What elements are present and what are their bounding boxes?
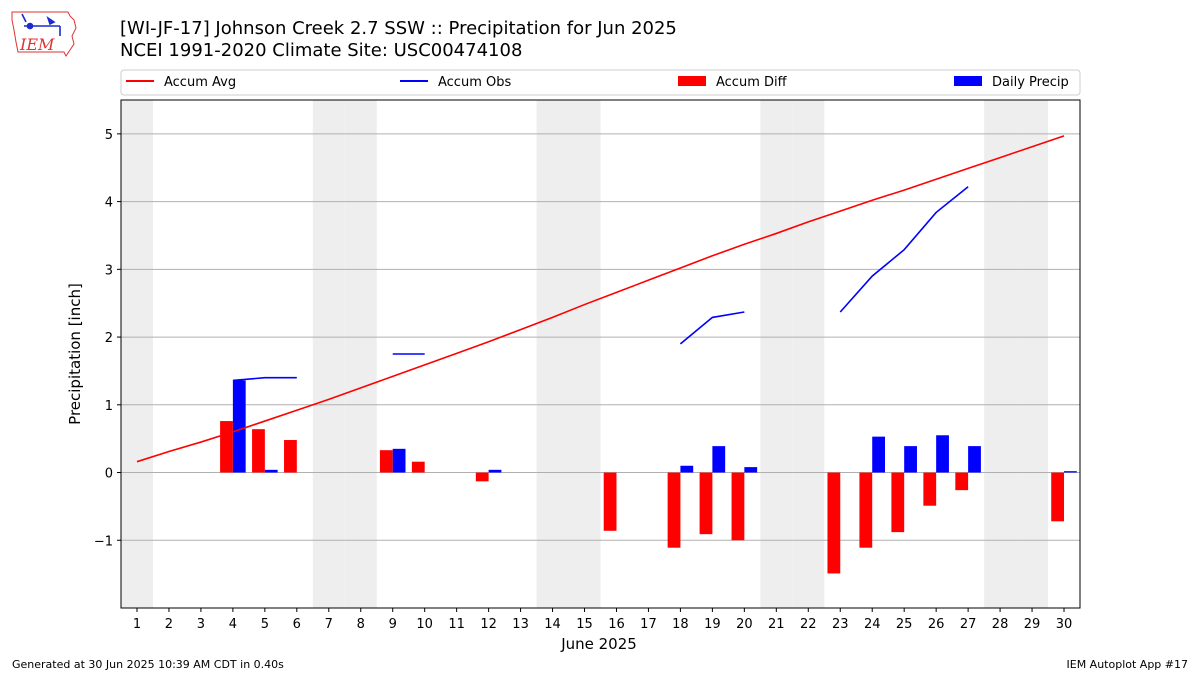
legend-accum-diff-swatch xyxy=(678,76,706,86)
daily-precip-bar xyxy=(968,446,981,473)
logo-text: IEM xyxy=(19,35,55,54)
legend-daily-precip-swatch xyxy=(954,76,982,86)
y-tick-label: 4 xyxy=(105,196,113,211)
x-tick-label: 30 xyxy=(1056,617,1073,632)
x-tick-label: 26 xyxy=(928,617,945,632)
x-tick-label: 9 xyxy=(389,617,397,632)
legend-accum-avg-label: Accum Avg xyxy=(164,75,236,90)
x-tick-label: 17 xyxy=(640,617,657,632)
plot-frame xyxy=(120,99,1081,609)
y-tick-label: 0 xyxy=(105,467,113,482)
daily-precip-bar xyxy=(232,380,246,473)
x-tick-label: 7 xyxy=(325,617,333,632)
iem-logo: IEM xyxy=(11,11,77,57)
weekend-shade xyxy=(312,100,345,608)
x-tick-label: 3 xyxy=(197,617,205,632)
x-tick-label: 15 xyxy=(576,617,593,632)
daily-precip-bar xyxy=(744,467,758,473)
x-tick-label: 6 xyxy=(293,617,301,632)
accum-avg-line xyxy=(136,135,1065,463)
legend-box xyxy=(120,69,1081,96)
weekend-shade xyxy=(792,100,825,608)
weekend-shade xyxy=(568,100,601,608)
daily-precip-bar xyxy=(264,469,278,473)
accum-diff-bar xyxy=(667,472,681,548)
weekend-shade xyxy=(1016,100,1049,608)
accum-diff-bar xyxy=(379,450,393,473)
legend-accum-obs-label: Accum Obs xyxy=(438,75,511,90)
x-tick-label: 10 xyxy=(416,617,433,632)
x-tick-label: 13 xyxy=(512,617,529,632)
y-tick-label: 2 xyxy=(105,331,113,346)
daily-precip-bar xyxy=(392,448,406,473)
daily-precip-bar xyxy=(936,435,949,473)
accum-diff-bar xyxy=(923,472,937,506)
accum-obs-line xyxy=(679,311,745,345)
accum-diff-bar xyxy=(475,472,489,482)
accum-diff-bar xyxy=(859,472,873,548)
daily-precip-bar xyxy=(1064,471,1077,473)
weather-station-icon xyxy=(21,13,61,36)
y-tick-label: 3 xyxy=(105,263,113,278)
x-tick-label: 8 xyxy=(357,617,365,632)
x-tick-label: 27 xyxy=(960,617,977,632)
x-tick-label: 12 xyxy=(480,617,497,632)
accum-diff-bar xyxy=(891,472,905,533)
accum-obs-line xyxy=(839,186,969,313)
accum-diff-bar xyxy=(731,472,745,541)
daily-precip-bar xyxy=(712,446,726,473)
app-identifier: IEM Autoplot App #17 xyxy=(1066,658,1189,671)
x-tick-label: 20 xyxy=(736,617,753,632)
x-tick-label: 16 xyxy=(608,617,625,632)
x-tick-label: 5 xyxy=(261,617,269,632)
x-tick-label: 19 xyxy=(704,617,721,632)
y-tick-label: −1 xyxy=(94,534,113,549)
accum-diff-bar xyxy=(284,440,297,473)
daily-precip-bar xyxy=(904,446,917,473)
chart-title-line-2: NCEI 1991-2020 Climate Site: USC00474108 xyxy=(120,40,523,61)
x-axis-label: June 2025 xyxy=(560,635,637,653)
accum-diff-bar xyxy=(252,429,265,473)
y-tick-label: 1 xyxy=(105,399,113,414)
y-tick-label: 5 xyxy=(105,128,113,143)
accum-diff-bar xyxy=(827,472,841,574)
weekend-shade xyxy=(536,100,569,608)
accum-diff-bar xyxy=(1051,472,1065,522)
x-tick-label: 2 xyxy=(165,617,173,632)
accum-obs-line xyxy=(232,376,297,382)
x-tick-label: 25 xyxy=(896,617,913,632)
x-tick-label: 28 xyxy=(992,617,1009,632)
legend-accum-diff-label: Accum Diff xyxy=(716,75,788,90)
accum-diff-bar xyxy=(220,421,233,473)
accum-diff-bar xyxy=(411,461,425,473)
chart-title-line-1: [WI-JF-17] Johnson Creek 2.7 SSW :: Prec… xyxy=(120,18,677,39)
weekend-shade xyxy=(760,100,793,608)
daily-precip-bar xyxy=(872,436,886,473)
legend-daily-precip-label: Daily Precip xyxy=(992,75,1069,90)
accum-diff-bar xyxy=(603,472,617,531)
accum-diff-bar xyxy=(699,472,713,535)
x-tick-label: 14 xyxy=(544,617,561,632)
iowa-state-outline xyxy=(11,11,77,57)
x-tick-label: 4 xyxy=(229,617,237,632)
x-tick-label: 23 xyxy=(832,617,849,632)
x-tick-label: 1 xyxy=(133,617,141,632)
weekend-shade xyxy=(121,100,153,608)
daily-precip-bar xyxy=(680,465,694,473)
x-tick-label: 29 xyxy=(1024,617,1041,632)
x-tick-label: 22 xyxy=(800,617,817,632)
x-tick-label: 11 xyxy=(448,617,465,632)
chart-legend: Accum Avg Accum Obs Accum Diff Daily Precip xyxy=(120,69,1081,96)
generated-timestamp: Generated at 30 Jun 2025 10:39 AM CDT in… xyxy=(12,658,284,671)
x-tick-label: 18 xyxy=(672,617,689,632)
y-axis-label: Precipitation [inch] xyxy=(66,283,84,425)
daily-precip-bar xyxy=(488,469,502,473)
weekend-shade xyxy=(984,100,1017,608)
weekend-shade xyxy=(344,100,377,608)
x-tick-label: 24 xyxy=(864,617,881,632)
x-tick-label: 21 xyxy=(768,617,785,632)
accum-diff-bar xyxy=(955,472,969,491)
